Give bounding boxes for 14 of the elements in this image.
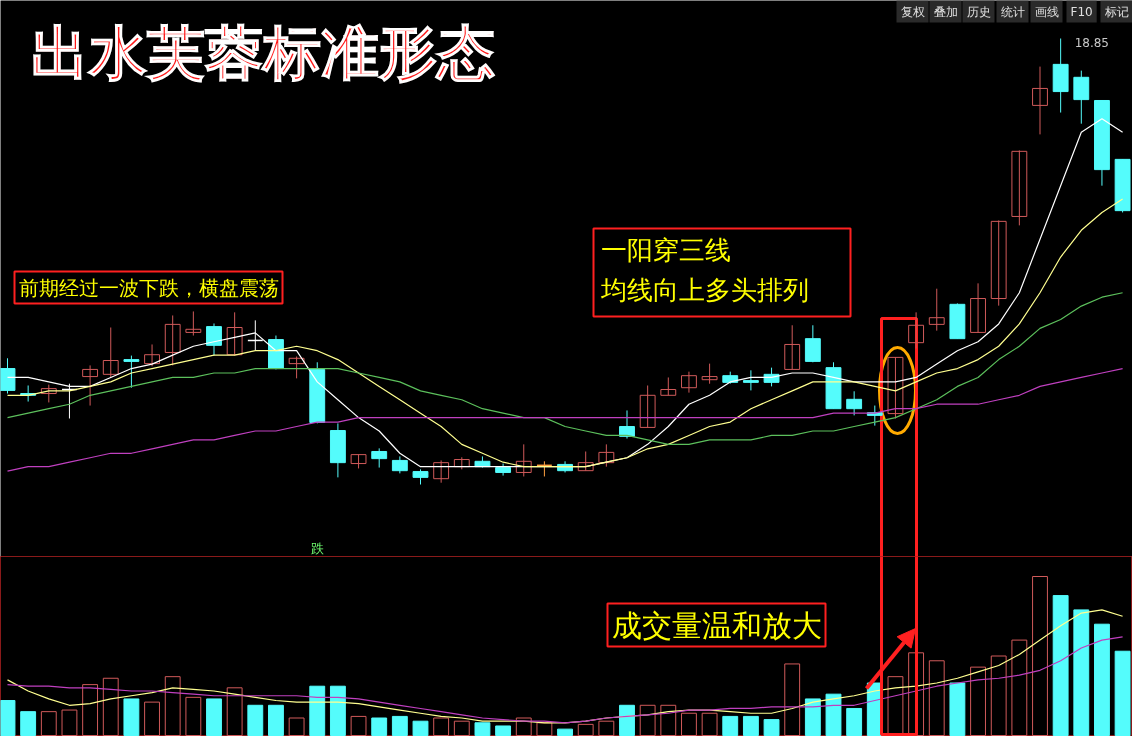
annotation: 前期经过一波下跌，横盘震荡 [18,275,279,300]
annotation: 均线向上多头排列 [599,274,809,305]
text: 画线 [1034,4,1059,19]
text: F10 [1070,4,1093,19]
annotation: 成交量温和放大 [611,607,822,643]
text: 历史 [966,4,991,19]
text: 标记 [1103,4,1129,19]
text: 叠加 [933,4,958,19]
annotation: 18.85 [1074,36,1110,50]
text: 统计 [1000,4,1025,19]
chart-title: 出水芙蓉标准形态 [30,18,495,87]
text: 复权 [900,4,925,19]
text: 跌 [310,540,324,556]
annotation: 一阳穿三线 [600,234,731,265]
